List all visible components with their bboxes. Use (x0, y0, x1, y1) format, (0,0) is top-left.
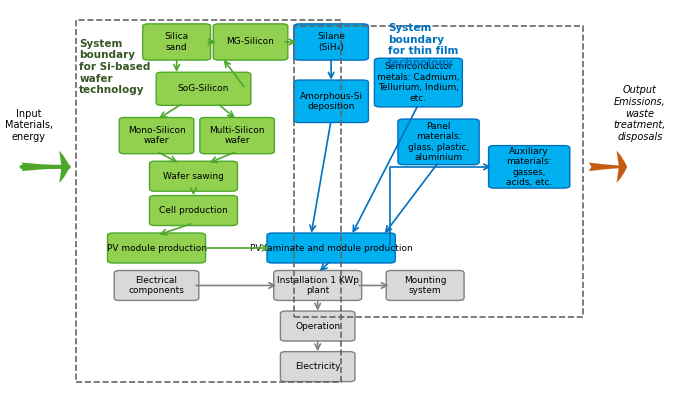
Text: Auxiliary
materials:
gasses,
acids, etc.: Auxiliary materials: gasses, acids, etc. (506, 147, 552, 187)
Text: Panel
materials:
glass, plastic,
aluminium: Panel materials: glass, plastic, alumini… (408, 122, 469, 162)
Text: PV laminate and module production: PV laminate and module production (250, 244, 412, 253)
Text: Mounting
system: Mounting system (404, 276, 447, 295)
Text: System
boundary
for thin film
technology: System boundary for thin film technology (388, 23, 458, 68)
Text: Electricity: Electricity (295, 362, 340, 371)
FancyBboxPatch shape (488, 146, 570, 188)
Text: Input
Materials,
energy: Input Materials, energy (5, 109, 53, 142)
Text: SoG-Silicon: SoG-Silicon (178, 84, 229, 93)
FancyBboxPatch shape (149, 161, 238, 191)
FancyBboxPatch shape (398, 119, 479, 165)
Text: Amorphous-Si
deposition: Amorphous-Si deposition (299, 92, 362, 111)
FancyBboxPatch shape (213, 24, 288, 60)
FancyBboxPatch shape (280, 352, 355, 382)
Text: Operation: Operation (295, 321, 340, 331)
FancyBboxPatch shape (294, 80, 369, 123)
FancyBboxPatch shape (375, 58, 462, 107)
Text: PV module production: PV module production (107, 244, 207, 253)
FancyBboxPatch shape (294, 24, 369, 60)
FancyBboxPatch shape (142, 24, 210, 60)
Text: Silica
sand: Silica sand (164, 32, 189, 51)
Text: Output
Emissions,
waste
treatment,
disposals: Output Emissions, waste treatment, dispo… (614, 85, 666, 142)
Text: Semiconductor
metals: Cadmium,
Tellurium, Indium,
etc.: Semiconductor metals: Cadmium, Tellurium… (377, 62, 460, 103)
Text: Multi-Silicon
wafer: Multi-Silicon wafer (210, 126, 265, 145)
Text: Silane
(SiH₄): Silane (SiH₄) (317, 32, 345, 51)
FancyBboxPatch shape (274, 270, 362, 301)
Text: Electrical
components: Electrical components (129, 276, 184, 295)
FancyBboxPatch shape (280, 311, 355, 341)
Text: Cell production: Cell production (159, 206, 228, 215)
FancyBboxPatch shape (119, 118, 194, 154)
Text: Installation 1 KWp
plant: Installation 1 KWp plant (277, 276, 359, 295)
Text: Wafer sawing: Wafer sawing (163, 172, 224, 181)
FancyBboxPatch shape (200, 118, 275, 154)
FancyBboxPatch shape (114, 270, 199, 301)
FancyBboxPatch shape (267, 233, 395, 263)
Text: Mono-Silicon
wafer: Mono-Silicon wafer (127, 126, 186, 145)
FancyBboxPatch shape (108, 233, 206, 263)
Text: MG-Silicon: MG-Silicon (227, 37, 275, 46)
Text: System
boundary
for Si-based
wafer
technology: System boundary for Si-based wafer techn… (79, 39, 151, 95)
FancyBboxPatch shape (156, 72, 251, 105)
FancyBboxPatch shape (149, 196, 238, 226)
FancyBboxPatch shape (386, 270, 464, 301)
